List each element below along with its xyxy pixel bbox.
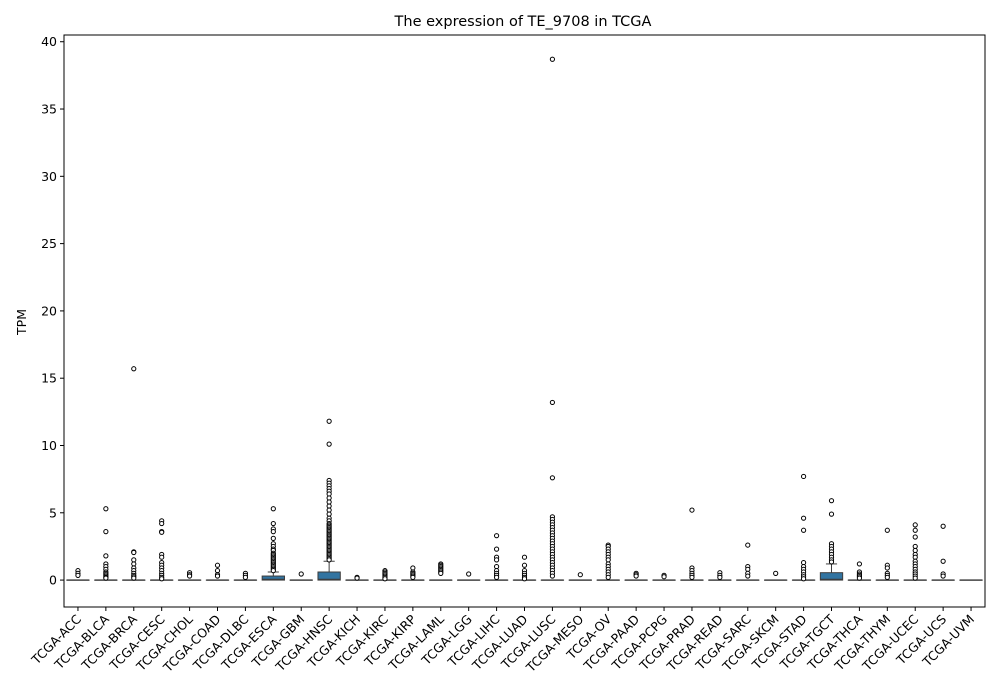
- outlier-point-tcga-sarc: [745, 542, 751, 548]
- outlier-point-tcga-ucec: [912, 522, 918, 528]
- y-tick-label: 15: [41, 371, 57, 386]
- outlier-point-tcga-lihc: [493, 546, 500, 552]
- outlier-point-tcga-lihc: [493, 557, 500, 563]
- outlier-point-tcga-ucs: [940, 523, 946, 529]
- outlier-point-tcga-tgct: [828, 498, 835, 504]
- outlier-point-tcga-laml: [438, 570, 444, 576]
- outlier-point-tcga-dlbc: [242, 574, 249, 580]
- y-tick-label: 35: [41, 102, 57, 117]
- outlier-point-tcga-ov: [605, 574, 611, 580]
- outlier-point-tcga-blca: [103, 506, 109, 512]
- outlier-point-tcga-acc: [75, 572, 81, 578]
- outlier-point-tcga-stad: [800, 527, 807, 533]
- outlier-point-tcga-ucs: [940, 558, 946, 564]
- outlier-point-tcga-lusc: [549, 475, 556, 481]
- outlier-point-tcga-lusc: [549, 573, 556, 579]
- outlier-point-tcga-cesc: [159, 576, 165, 582]
- y-tick-label: 20: [41, 303, 57, 318]
- y-tick-label: 25: [41, 236, 57, 251]
- chart-title: The expression of TE_9708 in TCGA: [394, 14, 652, 30]
- outlier-point-tcga-esca: [270, 529, 276, 535]
- box-tcga-esca: [261, 575, 285, 581]
- outlier-point-tcga-stad: [800, 515, 807, 521]
- y-axis-label: TPM: [14, 309, 29, 336]
- outlier-point-tcga-prad: [689, 507, 695, 513]
- outlier-point-tcga-blca: [103, 529, 109, 535]
- outlier-point-tcga-luad: [521, 576, 528, 582]
- y-tick-label: 40: [41, 34, 57, 49]
- outlier-point-tcga-tgct: [828, 559, 835, 565]
- outlier-point-tcga-hnsc: [326, 557, 332, 563]
- outlier-point-tcga-hnsc: [326, 418, 332, 424]
- outlier-point-tcga-blca: [103, 553, 109, 559]
- outlier-point-tcga-luad: [521, 562, 528, 568]
- outlier-point-tcga-thym: [884, 565, 890, 571]
- outlier-point-tcga-blca: [103, 575, 109, 581]
- outlier-point-tcga-skcm: [773, 570, 779, 576]
- outlier-point-tcga-thym: [884, 574, 890, 580]
- y-tick-label: 5: [49, 505, 57, 520]
- outlier-point-tcga-ucec: [912, 534, 918, 540]
- y-tick-label: 0: [49, 573, 57, 588]
- outlier-point-tcga-esca: [270, 520, 276, 527]
- outlier-point-tcga-paad: [633, 573, 639, 579]
- outlier-point-tcga-ucec: [912, 575, 918, 581]
- outlier-point-tcga-kirc: [382, 576, 388, 582]
- y-tick-label: 30: [41, 169, 57, 184]
- outlier-point-tcga-ucs: [940, 573, 946, 579]
- outlier-point-tcga-luad: [521, 554, 528, 560]
- outlier-point-tcga-lusc: [549, 399, 556, 406]
- outlier-point-tcga-read: [717, 574, 723, 580]
- outlier-point-tcga-lihc: [493, 533, 500, 539]
- y-tick-label: 10: [41, 438, 57, 453]
- outlier-point-tcga-sarc: [745, 573, 751, 579]
- outlier-point-tcga-esca: [270, 568, 276, 574]
- outlier-point-tcga-cesc: [159, 520, 165, 527]
- outlier-point-tcga-kirp: [410, 574, 416, 580]
- box-tcga-tgct: [819, 572, 844, 581]
- plot-area: 0510152025303540TCGA-ACCTCGA-BLCATCGA-BR…: [28, 34, 986, 676]
- outlier-point-tcga-kich: [354, 575, 360, 581]
- outlier-point-tcga-chol: [186, 573, 193, 579]
- outlier-point-tcga-ucec: [912, 527, 918, 533]
- outlier-point-tcga-coad: [214, 573, 221, 579]
- outlier-point-tcga-esca: [270, 535, 276, 541]
- outlier-point-tcga-meso: [577, 572, 583, 578]
- outlier-point-tcga-pcpg: [661, 574, 667, 580]
- outlier-point-tcga-esca: [270, 506, 276, 512]
- outlier-point-tcga-brca: [131, 366, 137, 372]
- box-tcga-hnsc: [317, 571, 341, 581]
- outlier-point-tcga-lusc: [549, 56, 556, 62]
- outlier-point-tcga-hnsc: [326, 441, 332, 447]
- outlier-point-tcga-stad: [800, 576, 807, 582]
- outlier-point-tcga-thca: [856, 575, 863, 581]
- outlier-point-tcga-tgct: [828, 511, 835, 517]
- outlier-point-tcga-gbm: [298, 571, 304, 577]
- outlier-point-tcga-stad: [800, 473, 807, 480]
- outlier-point-tcga-prad: [689, 574, 695, 580]
- outlier-point-tcga-cesc: [159, 529, 165, 535]
- plot-frame: [63, 34, 986, 608]
- outlier-point-tcga-lgg: [466, 571, 472, 577]
- outlier-point-tcga-cesc: [159, 554, 165, 560]
- outlier-point-tcga-thca: [856, 561, 863, 567]
- outlier-point-tcga-brca: [131, 575, 137, 581]
- outlier-point-tcga-coad: [214, 562, 221, 568]
- outlier-point-tcga-brca: [131, 549, 137, 556]
- outlier-point-tcga-lihc: [493, 574, 500, 580]
- outlier-point-tcga-thym: [884, 527, 890, 533]
